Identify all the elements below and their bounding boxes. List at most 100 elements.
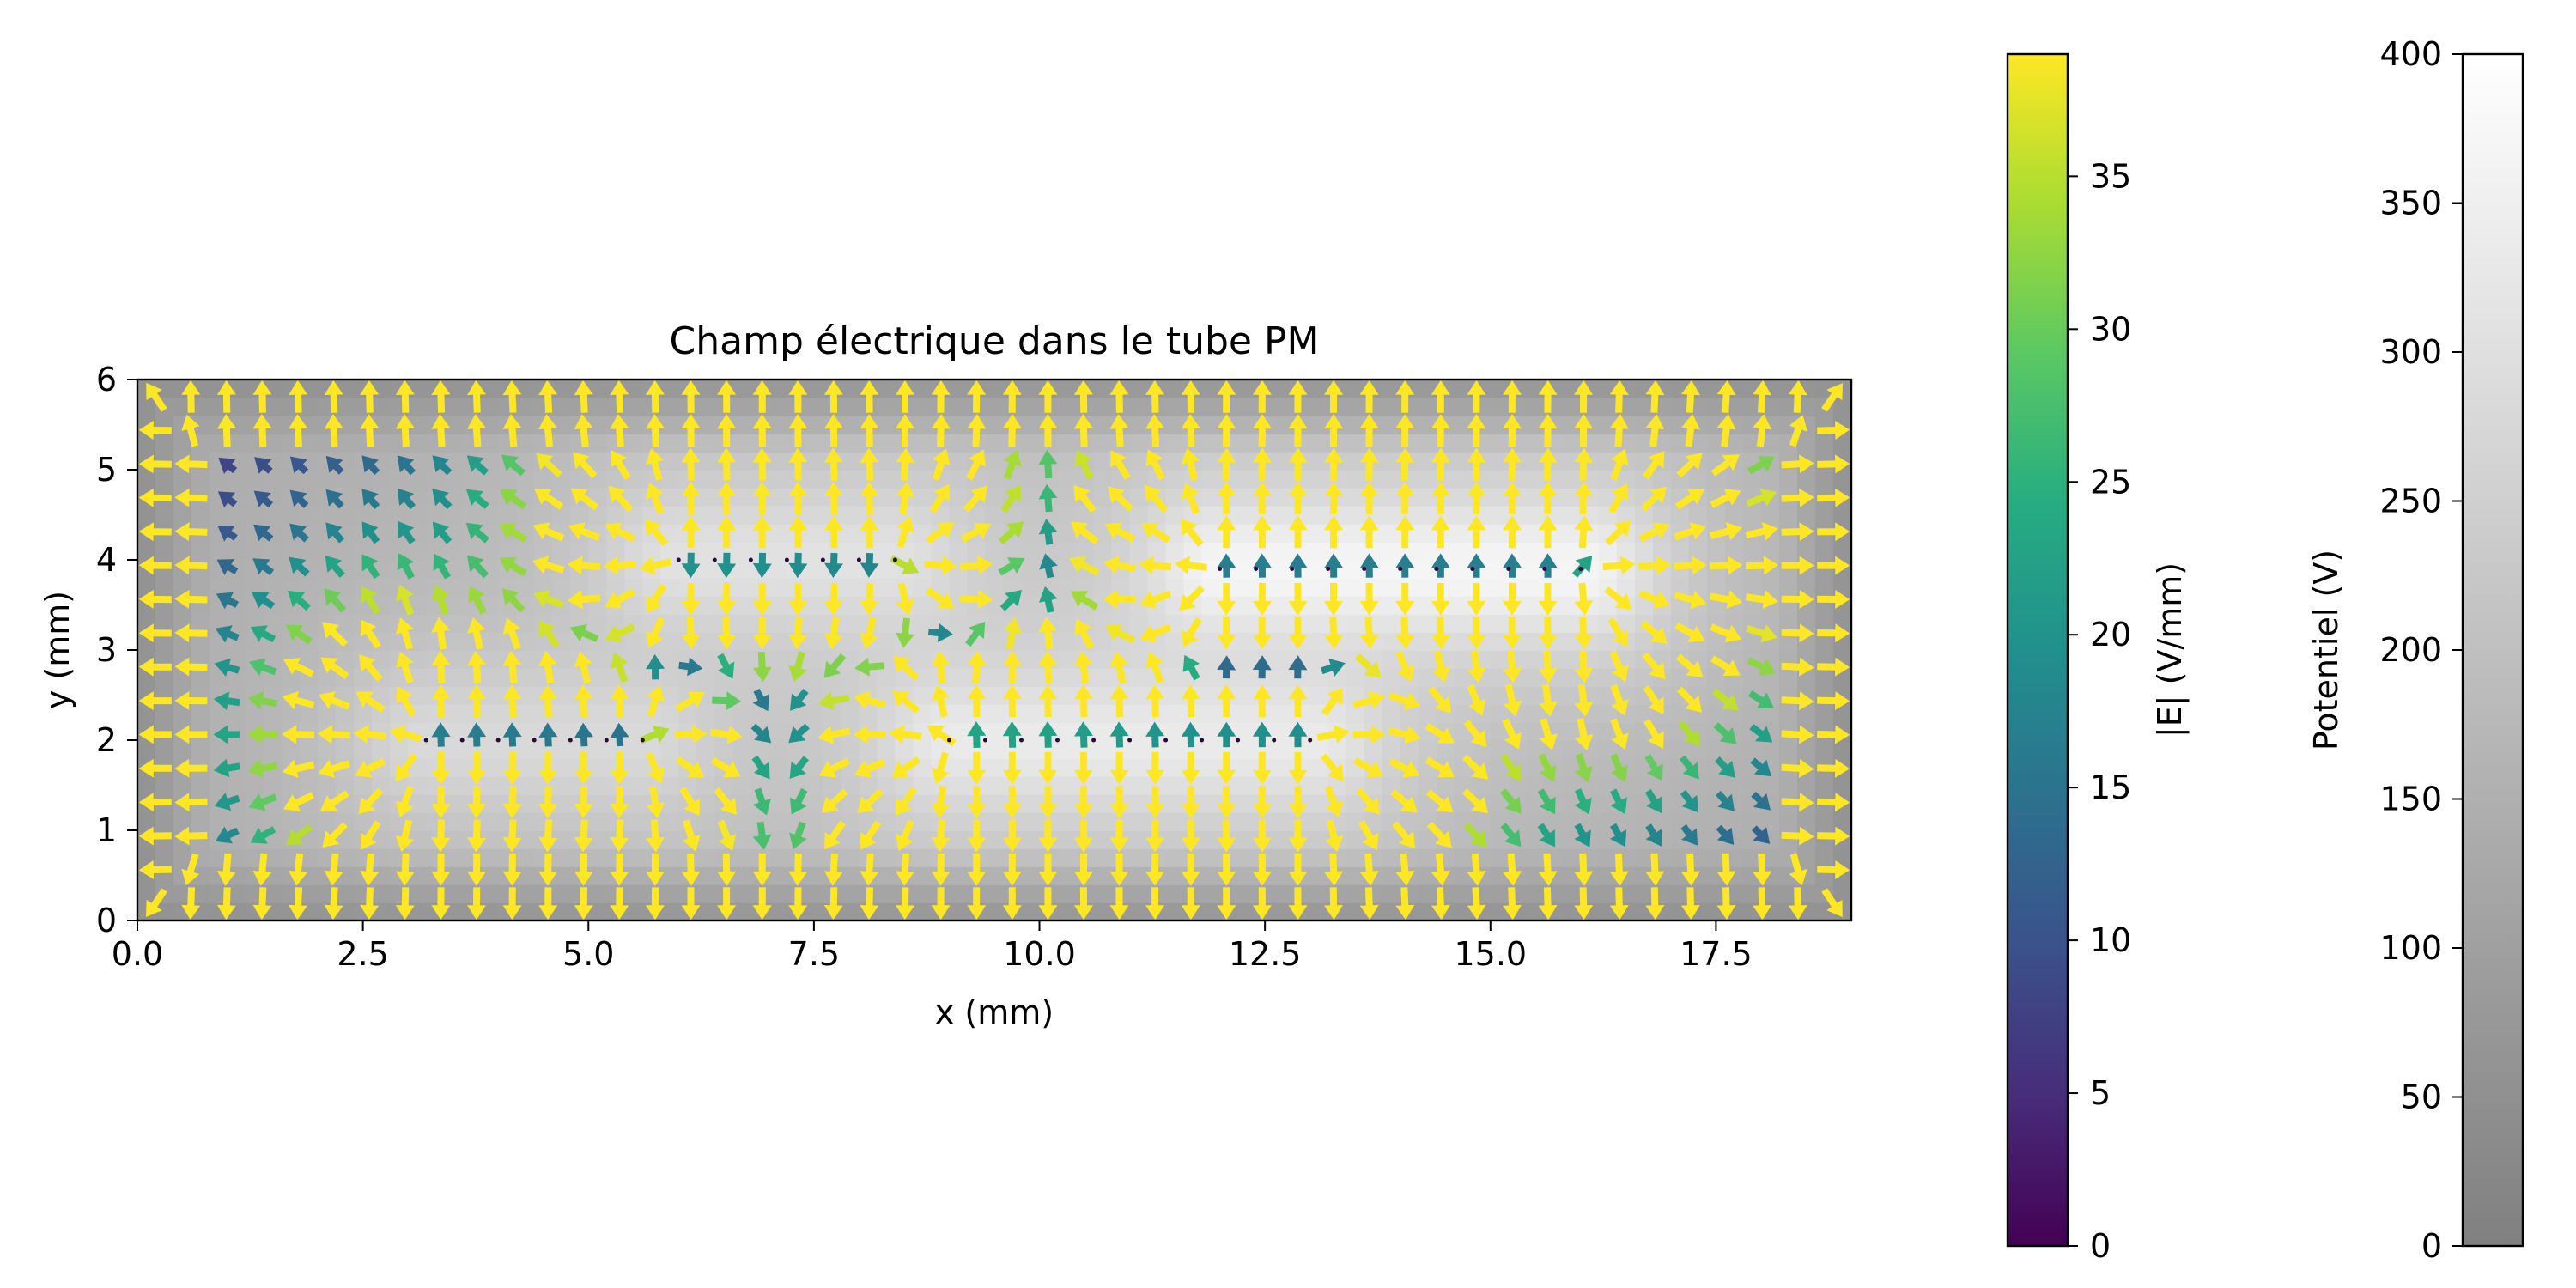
potential-cell bbox=[877, 794, 896, 813]
potential-cell bbox=[210, 470, 228, 489]
field-arrow bbox=[1716, 380, 1736, 413]
field-arrow bbox=[967, 853, 987, 886]
potential-cell bbox=[516, 902, 535, 920]
field-arrow bbox=[966, 449, 986, 481]
potential-cell bbox=[552, 722, 571, 741]
potential-cell bbox=[1021, 794, 1041, 813]
potential-cell bbox=[408, 542, 427, 561]
field-arrow bbox=[823, 515, 843, 549]
potential-cell bbox=[732, 596, 752, 615]
field-arrow bbox=[1674, 522, 1706, 541]
y-tick-label: 4 bbox=[96, 541, 117, 579]
field-arrow bbox=[1395, 380, 1415, 413]
potential-cell bbox=[1201, 614, 1221, 633]
field-arrow bbox=[174, 657, 208, 677]
potential-cell bbox=[336, 830, 355, 849]
potential-cell bbox=[732, 740, 752, 759]
potential-cell bbox=[1057, 560, 1077, 579]
potential-cell bbox=[1129, 668, 1149, 687]
potential-cell bbox=[985, 812, 1005, 831]
potential-cell bbox=[1418, 578, 1437, 597]
field-arrow bbox=[1781, 691, 1814, 711]
potential-cell bbox=[1688, 470, 1708, 489]
potential-cell bbox=[769, 506, 788, 525]
potential-cell bbox=[1021, 578, 1041, 597]
potential-cell bbox=[696, 812, 716, 831]
field-arrow bbox=[1538, 582, 1558, 616]
field-arrow bbox=[1359, 853, 1379, 886]
potential-cell bbox=[1057, 632, 1077, 651]
potential-cell bbox=[444, 416, 463, 434]
field-arrow bbox=[397, 488, 416, 510]
field-arrow bbox=[1217, 515, 1236, 549]
field-arrow bbox=[174, 522, 208, 542]
colorbar-tick-label: 10 bbox=[2090, 921, 2131, 959]
potential-cell bbox=[1021, 866, 1041, 885]
potential-cell bbox=[300, 848, 319, 867]
potential-cell bbox=[949, 902, 969, 920]
potential-cell bbox=[1634, 578, 1654, 597]
field-arrow bbox=[1074, 449, 1094, 480]
field-arrow bbox=[788, 481, 808, 514]
field-arrow bbox=[574, 651, 592, 684]
colorbar-tick-label: 300 bbox=[2379, 333, 2442, 371]
potential-cell bbox=[1327, 668, 1347, 687]
potential-cell bbox=[318, 668, 337, 687]
potential-cell bbox=[1598, 866, 1618, 885]
potential-cell bbox=[1237, 506, 1257, 525]
potential-cell bbox=[570, 542, 590, 561]
potential-cell bbox=[1129, 902, 1149, 920]
field-arrow bbox=[860, 820, 882, 850]
field-arrow bbox=[1038, 380, 1058, 413]
field-arrow bbox=[216, 853, 236, 886]
potential-cell bbox=[660, 506, 680, 525]
field-arrow bbox=[818, 757, 850, 778]
potential-cell bbox=[624, 884, 644, 903]
field-arrow bbox=[1645, 823, 1662, 847]
field-arrow bbox=[174, 758, 208, 778]
potential-cell bbox=[769, 848, 788, 867]
potential-cell bbox=[264, 884, 283, 903]
electrode-dot bbox=[820, 557, 825, 562]
field-arrow bbox=[1145, 751, 1165, 785]
potential-cell bbox=[1670, 830, 1690, 849]
potential-cell bbox=[859, 704, 878, 723]
field-arrow bbox=[896, 819, 914, 852]
potential-cell bbox=[1382, 452, 1401, 471]
potential-cell bbox=[1382, 380, 1401, 398]
potential-cell bbox=[1273, 452, 1293, 471]
field-arrow bbox=[1716, 853, 1736, 886]
potential-cell bbox=[516, 830, 535, 849]
potential-cell bbox=[210, 848, 228, 867]
field-arrow bbox=[1321, 687, 1344, 716]
colorbar-tick-label: 25 bbox=[2090, 463, 2131, 501]
potential-cell bbox=[1129, 704, 1149, 723]
potential-cell bbox=[913, 596, 933, 615]
field-arrow bbox=[1104, 623, 1136, 644]
potential-cell bbox=[1165, 434, 1185, 453]
potential-cell bbox=[1634, 542, 1654, 561]
field-colorbar-label: |E| (V/mm) bbox=[2151, 562, 2190, 738]
potential-cell bbox=[336, 866, 355, 885]
field-arrow bbox=[646, 654, 665, 680]
field-arrow bbox=[967, 650, 987, 683]
potential-cell bbox=[318, 740, 337, 759]
potential-cell bbox=[660, 668, 680, 687]
potential-cell bbox=[444, 704, 463, 723]
potential-cell bbox=[1129, 452, 1149, 471]
potential-cell bbox=[1273, 902, 1293, 920]
potential-cell bbox=[372, 884, 391, 903]
field-arrow bbox=[857, 788, 884, 813]
potential-cell bbox=[1165, 470, 1185, 489]
potential-cell bbox=[1165, 686, 1185, 705]
field-arrow bbox=[1503, 553, 1522, 578]
potential-cell bbox=[1346, 506, 1365, 525]
field-arrow bbox=[214, 793, 240, 811]
potential-cell bbox=[1237, 560, 1257, 579]
field-arrow bbox=[1217, 721, 1236, 748]
potential-cell bbox=[1833, 812, 1851, 831]
potential-cell bbox=[1562, 776, 1582, 795]
potential-cell bbox=[552, 740, 571, 759]
potential-cell bbox=[769, 434, 788, 453]
